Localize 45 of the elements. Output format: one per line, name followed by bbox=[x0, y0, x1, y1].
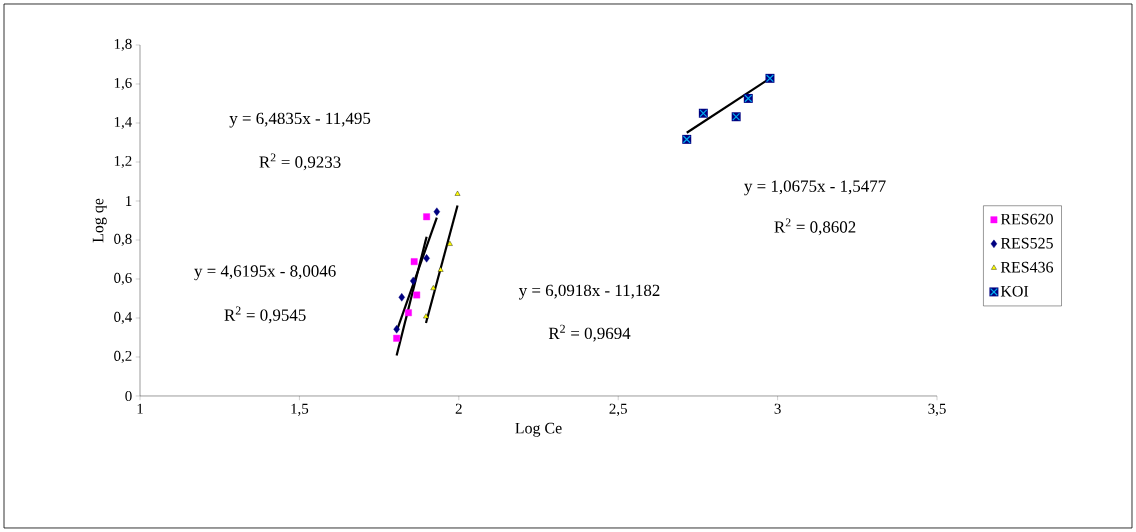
point bbox=[410, 276, 417, 286]
annotation: R$^{2}$ = 0,9233 bbox=[259, 153, 341, 171]
point bbox=[447, 240, 453, 246]
annotation: y = 6,0918x - 11,182 bbox=[518, 284, 660, 300]
y-tick-label: 1,8 bbox=[114, 38, 132, 52]
y-tick-label: 0,2 bbox=[114, 350, 132, 364]
y-tick-label: 1,4 bbox=[114, 116, 132, 130]
point bbox=[413, 291, 421, 299]
x-axis-title: Log Ce bbox=[515, 422, 562, 437]
point bbox=[398, 293, 405, 302]
point bbox=[423, 213, 430, 221]
legend-label: RES525 bbox=[1000, 237, 1053, 249]
x-tick-label: 3,5 bbox=[928, 403, 946, 416]
point bbox=[437, 266, 444, 272]
x-tick-label: 2,5 bbox=[609, 403, 627, 416]
y-tick-label: 0 bbox=[125, 390, 132, 402]
annotation: y = 1,0675x - 1,5477 bbox=[744, 180, 886, 196]
x-tick-label: 2 bbox=[455, 403, 462, 414]
annotation: y = 6,4835x - 11,495 bbox=[229, 112, 371, 128]
point bbox=[423, 254, 430, 263]
annotation: y = 4,6195x - 8,0046 bbox=[194, 265, 336, 281]
point bbox=[405, 309, 412, 317]
legend-label: RES436 bbox=[1000, 261, 1054, 273]
y-tick-label: 1,6 bbox=[114, 77, 132, 91]
annotation: R$^{2}$ = 0,9545 bbox=[224, 306, 306, 324]
y-tick-label: 0,6 bbox=[114, 272, 132, 286]
point bbox=[393, 334, 401, 342]
point bbox=[410, 258, 418, 266]
y-tick-label: 1,2 bbox=[114, 155, 132, 169]
point bbox=[393, 325, 400, 334]
legend-label: KOI bbox=[1000, 285, 1029, 297]
y-tick-label: 0,8 bbox=[114, 233, 132, 247]
x-tick-label: 1 bbox=[137, 403, 143, 414]
point bbox=[433, 207, 440, 216]
y-tick-label: 1 bbox=[126, 196, 132, 206]
y-tick-label: 0,4 bbox=[114, 311, 132, 325]
x-tick-label: 3 bbox=[774, 403, 781, 414]
x-tick-label: 1,5 bbox=[291, 403, 309, 416]
annotation: R$^{2}$ = 0,9694 bbox=[548, 324, 631, 342]
legend-label: RES620 bbox=[1000, 213, 1053, 225]
annotation: R$^{2}$ = 0,8602 bbox=[774, 218, 856, 236]
point bbox=[454, 190, 461, 196]
point bbox=[430, 285, 437, 291]
point bbox=[423, 313, 429, 319]
y-axis-title: Log qe bbox=[92, 198, 107, 243]
